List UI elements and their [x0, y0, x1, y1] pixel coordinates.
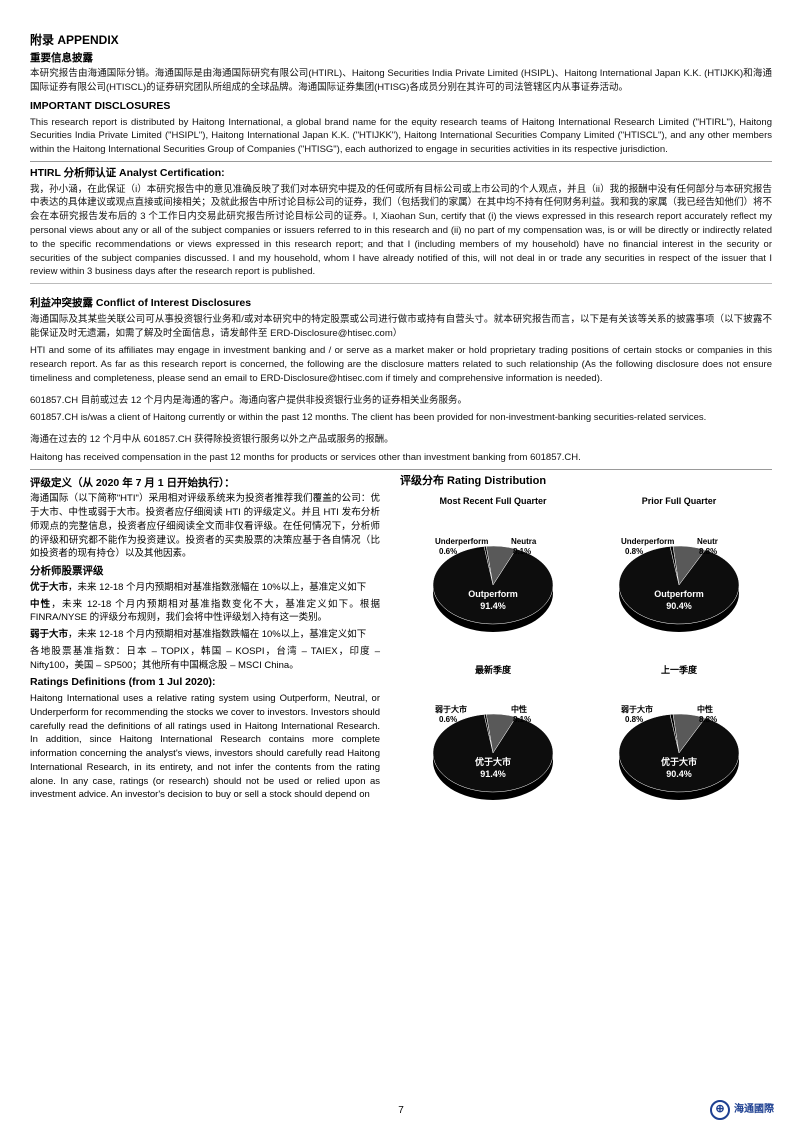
svg-text:8.1%: 8.1%	[513, 547, 531, 556]
page-number: 7	[0, 1104, 802, 1118]
underperform-text: ，未来 12-18 个月内预期相对基准指数跌幅在 10%以上，基准定义如下	[68, 629, 366, 640]
neutral-text: ，未来 12-18 个月内预期相对基准指数变化不大，基准定义如下。根据 FINR…	[30, 599, 380, 624]
svg-text:Neutra: Neutra	[511, 537, 537, 546]
svg-text:0.6%: 0.6%	[439, 715, 457, 724]
benchmark-def: 各地股票基准指数：日本 – TOPIX，韩国 – KOSPI，台湾 – TAIE…	[30, 645, 380, 673]
divider	[30, 469, 772, 470]
pie-chart: Outperform 91.4% Underperform0.6% Neutra8.1…	[408, 510, 578, 650]
pie-prior-cn: 上一季度 优于大市 90.4% 弱于大市0.8% 中性8.8%	[594, 664, 764, 819]
svg-text:弱于大市: 弱于大市	[621, 704, 653, 714]
divider	[30, 283, 772, 284]
svg-text:优于大市: 优于大市	[475, 756, 511, 767]
svg-text:Underperform: Underperform	[435, 537, 488, 546]
svg-text:弱于大市: 弱于大市	[435, 704, 467, 714]
svg-text:8.1%: 8.1%	[513, 715, 531, 724]
ratings-def-body1: 海通国际（以下简称"HTI"）采用相对评级系统来为投资者推荐我们覆盖的公司：优于…	[30, 492, 380, 561]
coi-heading: 利益冲突披露 Conflict of Interest Disclosures	[30, 296, 772, 311]
important-disclosures-heading-cn: 重要信息披露	[30, 51, 772, 66]
client-en: 601857.CH is/was a client of Haitong cur…	[30, 411, 772, 425]
htirl-body: 我，孙小涵，在此保证（i）本研究报告中的意见准确反映了我们对本研究中提及的任何或…	[30, 183, 772, 279]
svg-text:Underperform: Underperform	[621, 537, 674, 546]
svg-text:Outperform: Outperform	[654, 589, 704, 599]
svg-text:中性: 中性	[697, 704, 713, 714]
svg-text:8.8%: 8.8%	[699, 715, 717, 724]
appendix-heading: 附录 APPENDIX	[30, 32, 772, 49]
id-cn-body: 本研究报告由海通国际分销。海通国际是由海通国际研究有限公司(HTIRL)、Hai…	[30, 67, 772, 95]
outperform-text: ，未来 12-18 个月内预期相对基准指数涨幅在 10%以上，基准定义如下	[68, 582, 366, 593]
neutral-def: 中性，未来 12-18 个月内预期相对基准指数变化不大，基准定义如下。根据 FI…	[30, 598, 380, 626]
analyst-rating-heading: 分析师股票评级	[30, 564, 380, 579]
pie-title: 上一季度	[594, 664, 764, 677]
svg-text:0.8%: 0.8%	[625, 547, 643, 556]
rating-distribution-column: 评级分布 Rating Distribution Most Recent Ful…	[400, 474, 772, 833]
svg-text:8.8%: 8.8%	[699, 547, 717, 556]
important-disclosures-heading-en: IMPORTANT DISCLOSURES	[30, 99, 772, 114]
svg-text:90.4%: 90.4%	[666, 769, 692, 779]
neutral-label: 中性	[30, 599, 51, 610]
pie-title: 最新季度	[408, 664, 578, 677]
svg-text:Outperform: Outperform	[468, 589, 518, 599]
pie-chart: 优于大市 90.4% 弱于大市0.8% 中性8.8%	[594, 678, 764, 818]
svg-text:91.4%: 91.4%	[480, 769, 506, 779]
outperform-def: 优于大市，未来 12-18 个月内预期相对基准指数涨幅在 10%以上，基准定义如…	[30, 581, 380, 595]
haitong-logo: ⊕ 海通國際	[710, 1100, 774, 1120]
comp-cn: 海通在过去的 12 个月中从 601857.CH 获得除投资银行服务以外之产品或…	[30, 433, 772, 447]
id-en-body: This research report is distributed by H…	[30, 116, 772, 157]
svg-text:中性: 中性	[511, 704, 527, 714]
comp-en: Haitong has received compensation in the…	[30, 451, 772, 465]
pie-chart: 优于大市 91.4% 弱于大市0.6% 中性8.1%	[408, 678, 578, 818]
pie-most-recent-en: Most Recent Full Quarter Outperform 91.4%…	[408, 495, 578, 650]
coi-body-en: HTI and some of its affiliates may engag…	[30, 344, 772, 385]
pie-chart: Outperform 90.4% Underperform0.8% Neutr8.8%	[594, 510, 764, 650]
svg-text:0.6%: 0.6%	[439, 547, 457, 556]
ratings-en-body: Haitong International uses a relative ra…	[30, 692, 380, 802]
underperform-label: 弱于大市	[30, 629, 68, 640]
svg-text:90.4%: 90.4%	[666, 601, 692, 611]
outperform-label: 优于大市	[30, 582, 68, 593]
pie-prior-en: Prior Full Quarter Outperform 90.4% Underp…	[594, 495, 764, 650]
haitong-logo-icon: ⊕	[710, 1100, 730, 1120]
svg-text:Neutr: Neutr	[697, 537, 718, 546]
client-cn: 601857.CH 目前或过去 12 个月内是海通的客户。海通向客户提供非投资银…	[30, 394, 772, 408]
svg-text:0.8%: 0.8%	[625, 715, 643, 724]
divider	[30, 161, 772, 162]
coi-body-cn: 海通国际及其某些关联公司可从事投资银行业务和/或对本研究中的特定股票或公司进行做…	[30, 313, 772, 341]
pie-title: Most Recent Full Quarter	[408, 495, 578, 508]
ratings-en-heading: Ratings Definitions (from 1 Jul 2020):	[30, 675, 380, 690]
rating-distribution-heading: 评级分布 Rating Distribution	[400, 474, 772, 489]
haitong-logo-text: 海通國際	[734, 1103, 774, 1117]
pie-most-recent-cn: 最新季度 优于大市 91.4% 弱于大市0.6% 中性8.1%	[408, 664, 578, 819]
svg-text:91.4%: 91.4%	[480, 601, 506, 611]
pie-title: Prior Full Quarter	[594, 495, 764, 508]
ratings-definitions-column: 评级定义（从 2020 年 7 月 1 日开始执行）： 海通国际（以下简称"HT…	[30, 474, 380, 833]
svg-text:优于大市: 优于大市	[661, 756, 697, 767]
htirl-heading: HTIRL 分析师认证 Analyst Certification:	[30, 166, 772, 181]
ratings-def-heading: 评级定义（从 2020 年 7 月 1 日开始执行）：	[30, 476, 380, 491]
underperform-def: 弱于大市，未来 12-18 个月内预期相对基准指数跌幅在 10%以上，基准定义如…	[30, 628, 380, 642]
